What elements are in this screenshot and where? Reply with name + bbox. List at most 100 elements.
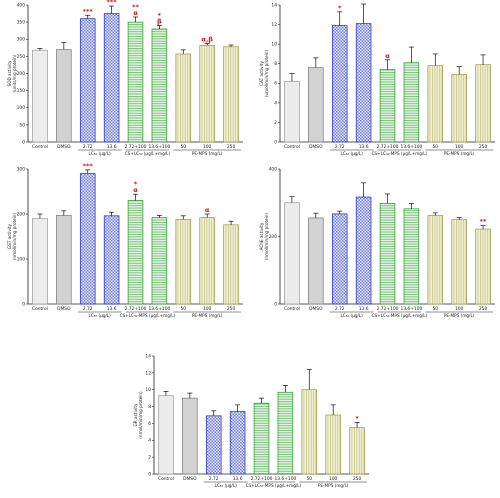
x-tick-label: 2.72+100: [377, 306, 399, 312]
y-axis-label-line: (units/mg protein): [12, 54, 17, 92]
x-tick-label: DMSO: [57, 306, 71, 312]
bar-pattern-5: [403, 62, 419, 142]
x-tick-label: 2.72: [335, 306, 345, 312]
bar-pattern-1: [308, 217, 324, 304]
bar-pattern-6: [301, 389, 317, 474]
x-tick-label: Control: [32, 306, 48, 312]
y-tick-label: 200: [269, 234, 278, 240]
bar-pattern-1: [56, 49, 72, 142]
x-tick-label: 250: [227, 144, 236, 150]
y-tick-label: 400: [17, 2, 26, 8]
x-tick-label: 50: [432, 144, 438, 150]
group-label: CS+LC₅₀-MPS (µg/L+mg/L): [120, 313, 176, 318]
x-tick-label: 13.6+100: [148, 144, 170, 150]
bar-pattern-4: [380, 203, 395, 304]
y-tick-label: 10: [271, 42, 277, 48]
significance-mark-4: α: [385, 52, 390, 60]
y-tick-label: 0: [22, 301, 25, 307]
x-tick-label: 13.6: [233, 476, 243, 482]
x-tick-label: DMSO: [309, 144, 323, 150]
x-tick-label: 50: [180, 144, 186, 150]
y-tick-label: 4: [274, 100, 277, 106]
x-tick-label: 13.6: [107, 144, 117, 150]
y-tick-label: 2: [148, 455, 151, 461]
significance-mark-7: α: [205, 206, 210, 214]
y-axis-label: AChE activity(nmol/min/mg protein): [259, 212, 269, 260]
group-label: LC₅₀ (µg/L): [215, 483, 238, 488]
bar-pattern-7: [451, 74, 467, 142]
y-tick-label: 8: [274, 61, 277, 67]
bar-pattern-4: [128, 200, 143, 304]
x-tick-label: 50: [180, 306, 186, 312]
y-tick-label: 50: [19, 122, 25, 128]
x-tick-label: 250: [479, 306, 488, 312]
significance-mark-2: *: [338, 4, 342, 12]
significance-mark-5: β: [157, 18, 162, 26]
group-label: CS+LC₅₀ (µg/L+mg/L): [125, 151, 171, 156]
bar-pattern-5: [151, 28, 167, 143]
bar-pattern-2: [206, 415, 222, 474]
bar-pattern-0: [32, 50, 48, 142]
bar-pattern-4: [128, 22, 143, 142]
bar-pattern-1: [182, 398, 198, 474]
y-axis-label: SOD activity(units/mg protein): [7, 54, 17, 92]
y-tick-label: 12: [145, 370, 151, 376]
bar-pattern-2: [80, 18, 96, 143]
y-tick-label: 100: [17, 256, 26, 262]
x-tick-label: 250: [353, 476, 362, 482]
bar-pattern-0: [158, 395, 174, 474]
y-axis-label: GST activity(nmol/min/mg protein): [7, 212, 17, 260]
y-axis-label: GR activity(nmol/min/mg protein): [133, 391, 143, 439]
significance-mark-3: *: [362, 0, 366, 4]
x-tick-label: 100: [329, 476, 338, 482]
x-tick-label: 2.72: [209, 476, 219, 482]
group-label: LC₅₀ (µg/L): [89, 151, 112, 156]
chart-panel-sod: 0 50 100 150 200 250 300 350 400 SOD activity(uni…: [7, 0, 243, 156]
y-axis-label-line: GST activity: [7, 223, 12, 249]
bar-pattern-4: [254, 403, 269, 474]
chart-panel-gst: 0 100 200 300 GST activity(nmol/min/mg prote…: [7, 162, 243, 318]
group-label: PE-MPS (mg/L): [444, 313, 475, 318]
significance-mark-8: **: [480, 218, 487, 226]
x-tick-label: 13.6+100: [148, 306, 170, 312]
group-label: CS+LC₅₀-MPS (µg/L+mg/L): [246, 483, 302, 488]
significance-mark-5: *: [158, 12, 162, 20]
x-tick-label: Control: [284, 144, 300, 150]
y-axis-label-line: (nmol/min/mg protein): [12, 212, 17, 260]
bar-pattern-8: [475, 64, 491, 142]
x-tick-label: DMSO: [57, 144, 71, 150]
bar-pattern-5: [277, 392, 293, 474]
y-tick-label: 400: [269, 166, 278, 172]
bar-pattern-3: [230, 411, 246, 474]
y-tick-label: 300: [17, 166, 26, 172]
bar-pattern-6: [175, 53, 191, 142]
y-tick-label: 100: [17, 105, 26, 111]
chart-panel-gr: 0 2 4 6 8 10 12 14 GR activity(nmol/min/mg prote…: [133, 353, 369, 488]
x-tick-label: 2.72: [335, 144, 345, 150]
x-tick-label: 250: [479, 144, 488, 150]
bar-pattern-8: [475, 229, 491, 304]
bar-pattern-6: [175, 219, 191, 304]
bar-pattern-2: [80, 173, 96, 304]
y-tick-label: 12: [271, 22, 277, 28]
y-tick-label: 0: [274, 301, 277, 307]
significance-mark-4: α: [133, 9, 138, 17]
y-tick-label: 200: [17, 71, 26, 77]
y-tick-label: 6: [274, 81, 277, 87]
x-tick-label: 2.72: [83, 144, 93, 150]
y-axis-label-line: (nmol/min/mg protein): [264, 212, 269, 260]
x-tick-label: 2.72+100: [125, 144, 147, 150]
group-label: LC₅₀ (µg/L): [89, 313, 112, 318]
y-tick-label: 10: [145, 387, 151, 393]
x-tick-label: 13.6+100: [400, 144, 422, 150]
bar-pattern-1: [56, 215, 72, 304]
y-axis-label-line: AChE activity: [259, 222, 264, 250]
group-label: CS+LC₅₀-MPS (µg/L+mg/L): [372, 313, 428, 318]
significance-mark-2: ***: [83, 162, 94, 170]
group-label: PE-MPS (mg/L): [192, 151, 223, 156]
x-tick-label: Control: [158, 476, 174, 482]
y-axis-label-line: (umol/min/mg protein): [264, 49, 269, 97]
bar-pattern-0: [284, 202, 300, 304]
bar-pattern-7: [325, 415, 341, 474]
significance-mark-2: ***: [83, 7, 94, 15]
